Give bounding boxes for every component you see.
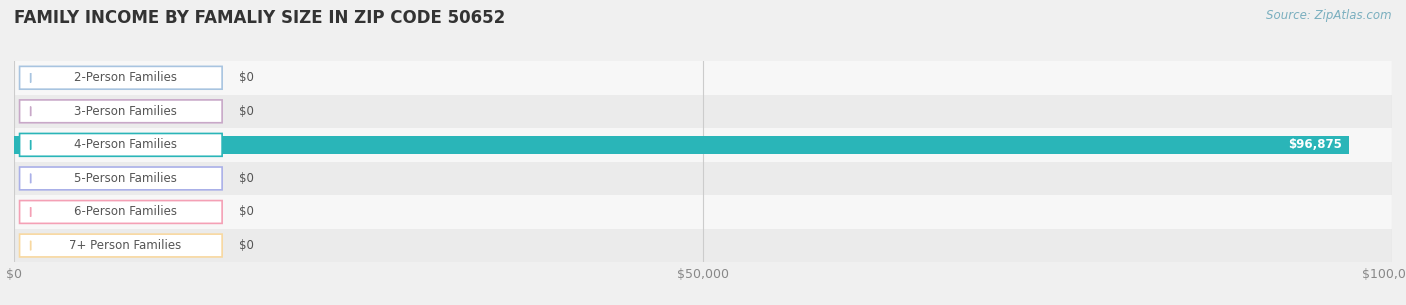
- FancyBboxPatch shape: [20, 234, 222, 257]
- Text: Source: ZipAtlas.com: Source: ZipAtlas.com: [1267, 9, 1392, 22]
- Bar: [14, 162, 1392, 195]
- Text: $0: $0: [239, 105, 253, 118]
- Text: 4-Person Families: 4-Person Families: [73, 138, 177, 151]
- Bar: [14, 61, 1392, 95]
- Bar: [14, 136, 1348, 154]
- Text: 2-Person Families: 2-Person Families: [73, 71, 177, 84]
- Text: $0: $0: [239, 71, 253, 84]
- FancyBboxPatch shape: [20, 66, 222, 89]
- Bar: [14, 229, 1392, 262]
- Text: 7+ Person Families: 7+ Person Families: [69, 239, 181, 252]
- Text: $0: $0: [239, 172, 253, 185]
- Text: $0: $0: [239, 239, 253, 252]
- FancyBboxPatch shape: [20, 167, 222, 190]
- FancyBboxPatch shape: [20, 100, 222, 123]
- Text: 6-Person Families: 6-Person Families: [73, 206, 177, 218]
- FancyBboxPatch shape: [20, 134, 222, 156]
- FancyBboxPatch shape: [20, 201, 222, 223]
- Text: FAMILY INCOME BY FAMALIY SIZE IN ZIP CODE 50652: FAMILY INCOME BY FAMALIY SIZE IN ZIP COD…: [14, 9, 505, 27]
- Bar: [14, 128, 1392, 162]
- Bar: [14, 195, 1392, 229]
- Text: 5-Person Families: 5-Person Families: [73, 172, 177, 185]
- Bar: [14, 95, 1392, 128]
- Text: $96,875: $96,875: [1288, 138, 1341, 151]
- Text: $0: $0: [239, 206, 253, 218]
- Text: 3-Person Families: 3-Person Families: [73, 105, 177, 118]
